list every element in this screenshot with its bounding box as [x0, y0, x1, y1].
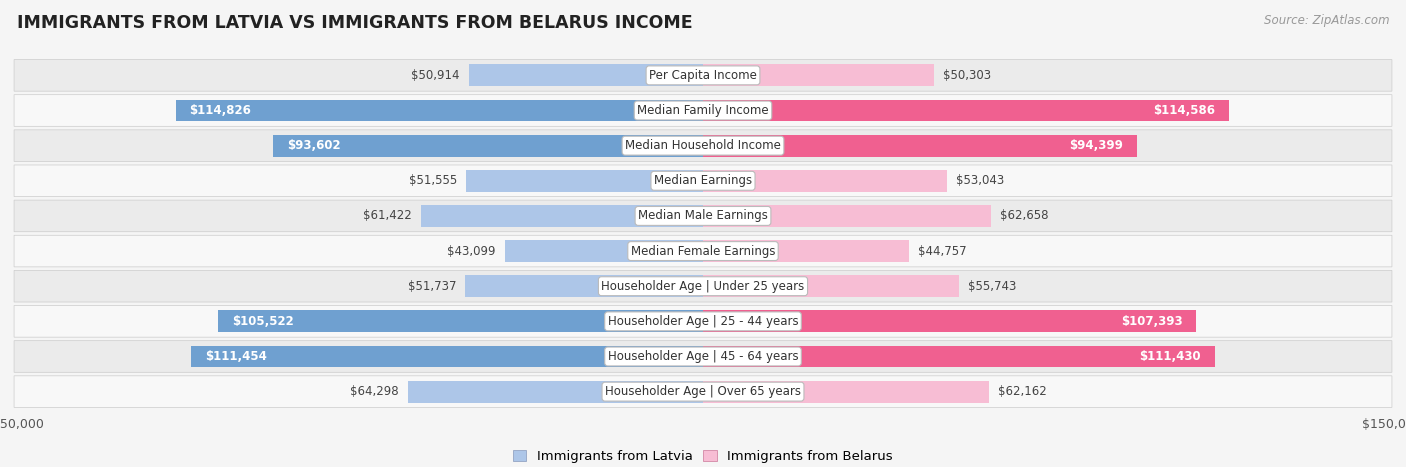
Text: Median Earnings: Median Earnings	[654, 174, 752, 187]
Text: $107,393: $107,393	[1121, 315, 1182, 328]
Bar	[703, 346, 1215, 368]
Text: Householder Age | Under 25 years: Householder Age | Under 25 years	[602, 280, 804, 293]
Text: Per Capita Income: Per Capita Income	[650, 69, 756, 82]
Text: $44,757: $44,757	[918, 245, 966, 258]
FancyBboxPatch shape	[14, 376, 1392, 407]
Text: $51,555: $51,555	[409, 174, 457, 187]
FancyBboxPatch shape	[14, 341, 1392, 372]
Bar	[176, 99, 703, 121]
Text: $114,826: $114,826	[190, 104, 252, 117]
Bar	[465, 276, 703, 297]
Bar	[703, 311, 1197, 332]
Text: $50,914: $50,914	[412, 69, 460, 82]
FancyBboxPatch shape	[14, 305, 1392, 337]
Text: $105,522: $105,522	[232, 315, 294, 328]
Text: $50,303: $50,303	[943, 69, 991, 82]
Text: $61,422: $61,422	[363, 209, 412, 222]
FancyBboxPatch shape	[14, 200, 1392, 232]
FancyBboxPatch shape	[14, 270, 1392, 302]
Bar	[191, 346, 703, 368]
Bar	[703, 135, 1136, 156]
Text: $94,399: $94,399	[1069, 139, 1123, 152]
Text: $43,099: $43,099	[447, 245, 496, 258]
Legend: Immigrants from Latvia, Immigrants from Belarus: Immigrants from Latvia, Immigrants from …	[508, 445, 898, 467]
Text: Median Female Earnings: Median Female Earnings	[631, 245, 775, 258]
Bar	[703, 205, 991, 227]
Text: Source: ZipAtlas.com: Source: ZipAtlas.com	[1264, 14, 1389, 27]
Bar	[703, 240, 908, 262]
Text: $93,602: $93,602	[287, 139, 340, 152]
Text: $64,298: $64,298	[350, 385, 398, 398]
Bar	[273, 135, 703, 156]
Text: $51,737: $51,737	[408, 280, 456, 293]
Text: Householder Age | 45 - 64 years: Householder Age | 45 - 64 years	[607, 350, 799, 363]
Bar	[703, 170, 946, 191]
Text: $53,043: $53,043	[956, 174, 1004, 187]
Bar	[408, 381, 703, 403]
Bar	[470, 64, 703, 86]
Text: Householder Age | Over 65 years: Householder Age | Over 65 years	[605, 385, 801, 398]
Text: IMMIGRANTS FROM LATVIA VS IMMIGRANTS FROM BELARUS INCOME: IMMIGRANTS FROM LATVIA VS IMMIGRANTS FRO…	[17, 14, 693, 32]
Bar	[703, 381, 988, 403]
Bar	[420, 205, 703, 227]
Bar	[703, 276, 959, 297]
Bar	[218, 311, 703, 332]
FancyBboxPatch shape	[14, 95, 1392, 126]
Bar	[703, 99, 1229, 121]
Text: Median Household Income: Median Household Income	[626, 139, 780, 152]
Text: $111,454: $111,454	[205, 350, 267, 363]
Text: $62,162: $62,162	[998, 385, 1046, 398]
FancyBboxPatch shape	[14, 60, 1392, 91]
Text: $114,586: $114,586	[1153, 104, 1216, 117]
Bar	[703, 64, 934, 86]
FancyBboxPatch shape	[14, 130, 1392, 162]
FancyBboxPatch shape	[14, 235, 1392, 267]
Bar	[467, 170, 703, 191]
Text: $55,743: $55,743	[969, 280, 1017, 293]
Text: Median Male Earnings: Median Male Earnings	[638, 209, 768, 222]
Text: Median Family Income: Median Family Income	[637, 104, 769, 117]
FancyBboxPatch shape	[14, 165, 1392, 197]
Text: $111,430: $111,430	[1139, 350, 1201, 363]
Text: Householder Age | 25 - 44 years: Householder Age | 25 - 44 years	[607, 315, 799, 328]
Text: $62,658: $62,658	[1000, 209, 1049, 222]
Bar	[505, 240, 703, 262]
